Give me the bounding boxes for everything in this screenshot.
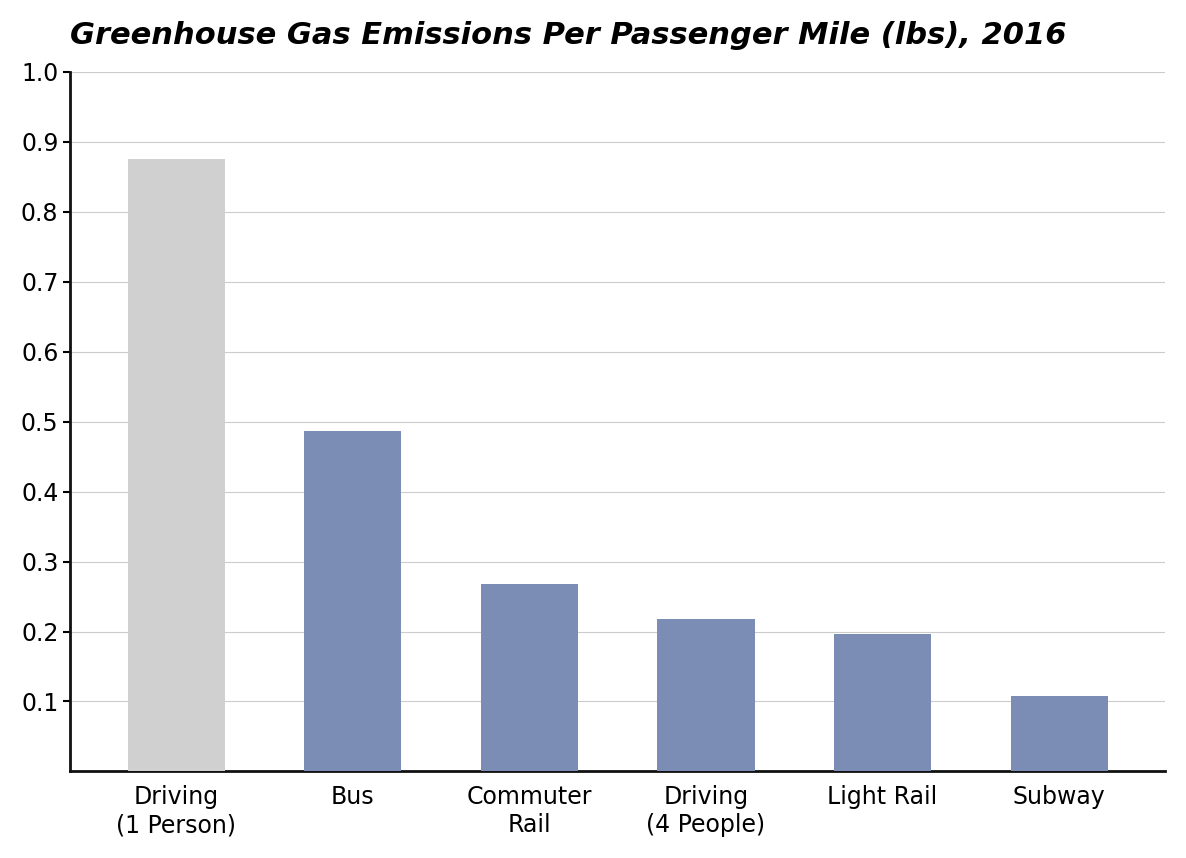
- Bar: [657, 619, 754, 771]
- Bar: [1010, 696, 1108, 771]
- Text: Greenhouse Gas Emissions Per Passenger Mile (lbs), 2016: Greenhouse Gas Emissions Per Passenger M…: [70, 21, 1066, 50]
- Bar: [305, 431, 401, 771]
- Bar: [480, 584, 578, 771]
- Bar: [834, 633, 931, 771]
- Bar: [128, 159, 225, 771]
